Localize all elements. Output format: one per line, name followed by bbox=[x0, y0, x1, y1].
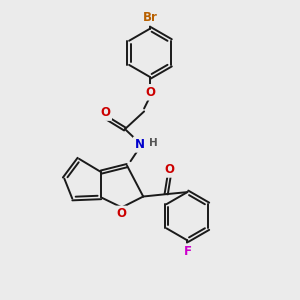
Text: O: O bbox=[116, 207, 126, 220]
Text: N: N bbox=[135, 138, 145, 151]
Text: F: F bbox=[183, 245, 191, 258]
Text: O: O bbox=[165, 163, 175, 176]
Text: O: O bbox=[145, 86, 155, 99]
Text: Br: Br bbox=[142, 11, 158, 24]
Text: O: O bbox=[100, 106, 110, 119]
Text: H: H bbox=[149, 138, 158, 148]
